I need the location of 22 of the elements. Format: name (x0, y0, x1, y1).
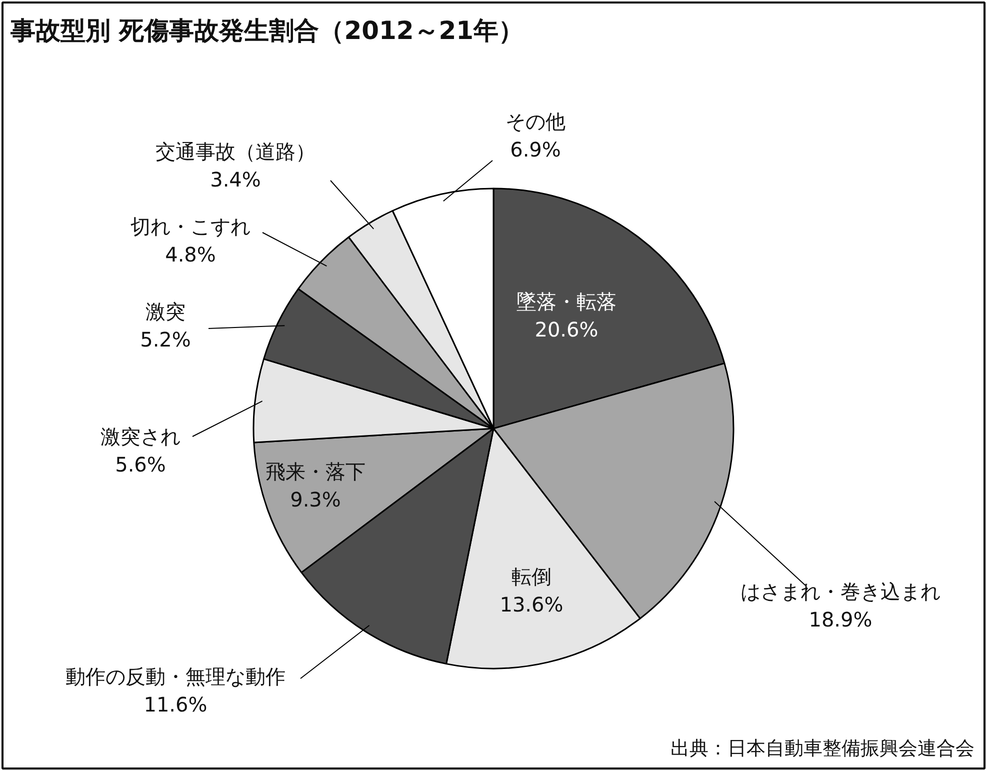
data-label: 11.6% (144, 692, 208, 716)
slice-label: 激突 (146, 300, 186, 324)
data-label: 5.6% (115, 452, 166, 476)
slice-label: 動作の反動・無理な動作 (66, 664, 286, 688)
data-label: 4.8% (165, 242, 216, 266)
slice-label: 転倒 (512, 564, 552, 588)
data-label: 13.6% (500, 592, 564, 616)
data-label: 20.6% (534, 318, 598, 342)
slice-label: 墜落・転落 (516, 290, 616, 314)
data-label: 9.3% (290, 488, 341, 512)
slice-label: 激突され (100, 424, 180, 448)
chart-title: 事故型別 死傷事故発生割合（2012～21年） (10, 16, 524, 45)
data-label: 3.4% (210, 168, 261, 192)
source-note: 出典：日本自動車整備振興会連合会 (670, 738, 974, 760)
slice-label: その他 (506, 110, 566, 134)
data-label: 18.9% (808, 608, 872, 632)
data-label: 5.2% (140, 328, 191, 352)
slice-label: 切れ・こすれ (130, 214, 250, 238)
slice-label: はさまれ・巻き込まれ (740, 580, 940, 604)
slice-label: 交通事故（道路） (156, 140, 316, 164)
data-label: 6.9% (510, 138, 561, 162)
slice-label: 飛来・落下 (266, 460, 366, 484)
